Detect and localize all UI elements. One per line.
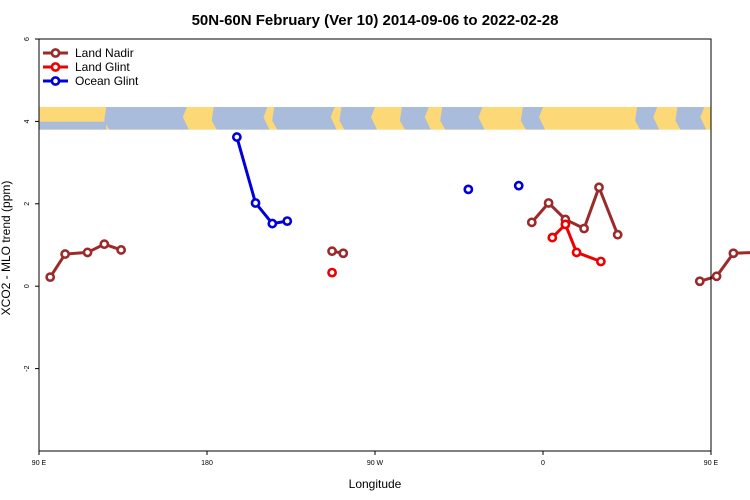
series-layer [45, 132, 750, 287]
map-ocean-region [339, 106, 377, 130]
y-tick-label: 0 [24, 284, 31, 288]
series-line-land-nadir [530, 185, 620, 236]
legend-label-land-nadir: Land Nadir [75, 46, 134, 60]
data-point-ocean-glint [513, 180, 524, 191]
data-point-land-nadir [594, 182, 604, 193]
map-ocean-region [104, 106, 189, 130]
legend-marker-land-glint [50, 62, 61, 72]
legend-label-ocean-glint: Ocean Glint [75, 74, 139, 88]
y-tick-label: -2 [24, 365, 31, 371]
data-point-land-nadir [45, 272, 56, 283]
map-ocean-region [440, 106, 485, 130]
axes: 90 E 180 90 W 0 90 E -2 0 2 4 6 [24, 37, 719, 467]
data-point-ocean-glint [267, 218, 278, 229]
world-map-band [39, 106, 711, 130]
data-point-land-nadir [694, 276, 705, 287]
data-point-land-glint [595, 256, 606, 267]
map-ocean-region [675, 106, 707, 130]
data-point-ocean-glint [463, 184, 474, 195]
data-point-land-glint [571, 247, 582, 258]
y-tick-label: 6 [24, 37, 31, 41]
x-axis-label: Longitude [349, 477, 402, 491]
data-point-land-nadir [82, 247, 93, 258]
data-point-land-nadir [711, 271, 722, 282]
y-tick-label: 4 [24, 119, 31, 123]
data-point-land-glint [547, 232, 558, 243]
data-point-land-glint [327, 267, 337, 278]
data-point-land-nadir [60, 249, 71, 259]
map-ocean-region [520, 106, 545, 130]
y-axis-label: XCO2 - MLO trend (ppm) [0, 181, 13, 316]
series-line-land-nadir [699, 251, 750, 283]
data-point-land-nadir [543, 198, 554, 208]
plot-frame [38, 38, 712, 452]
data-point-ocean-glint [250, 198, 261, 208]
data-point-land-nadir [116, 245, 127, 255]
data-point-land-nadir [612, 229, 623, 240]
data-point-land-nadir [526, 217, 537, 228]
map-ocean-region [272, 106, 337, 130]
legend-marker-ocean-glint [50, 76, 61, 86]
data-point-ocean-glint [231, 132, 242, 142]
legend-label-land-glint: Land Glint [75, 60, 130, 74]
data-point-land-nadir [99, 239, 110, 250]
data-point-land-nadir [338, 248, 349, 259]
data-point-land-glint [560, 219, 571, 230]
series-line-ocean-glint [235, 136, 288, 226]
map-ocean-region [399, 106, 431, 130]
data-point-land-nadir [327, 246, 337, 257]
x-tick-label: 90 E [704, 460, 719, 467]
map-ocean-region [635, 106, 660, 130]
legend-marker-land-nadir [50, 48, 61, 58]
map-band-land [39, 106, 711, 130]
x-tick-label: 180 [201, 460, 213, 467]
data-point-land-nadir [728, 248, 739, 259]
y-tick-label: 2 [24, 202, 31, 206]
map-ocean-region [211, 106, 270, 130]
chart-title: 50N-60N February (Ver 10) 2014-09-06 to … [192, 12, 559, 29]
x-tick-label: 90 E [32, 460, 47, 467]
x-tick-label: 0 [541, 460, 545, 467]
x-tick-label: 90 W [367, 460, 384, 467]
map-ocean-region [39, 121, 107, 130]
data-point-ocean-glint [282, 216, 293, 227]
data-point-land-nadir [579, 223, 589, 234]
series-line-land-glint [551, 222, 602, 263]
